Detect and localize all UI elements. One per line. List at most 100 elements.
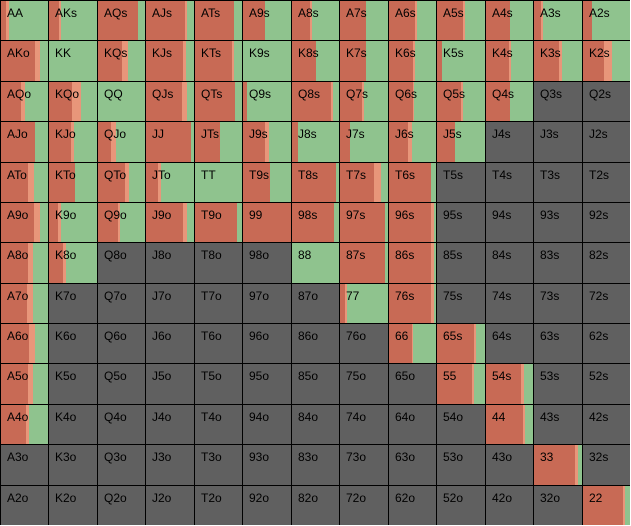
hand-cell[interactable]: A2o (1, 486, 48, 525)
hand-cell[interactable]: J2o (146, 486, 194, 525)
hand-cell[interactable]: 83o (292, 445, 339, 485)
hand-cell[interactable]: 72o (340, 486, 388, 525)
hand-cell[interactable]: A6o (1, 324, 48, 363)
hand-cell[interactable]: 85o (292, 364, 339, 404)
hand-cell[interactable]: T4o (195, 405, 242, 444)
hand-cell[interactable]: 72s (583, 284, 630, 323)
hand-cell[interactable]: 62s (583, 324, 630, 363)
hand-cell[interactable]: J8o (146, 243, 194, 283)
hand-cell[interactable]: KTo (49, 163, 97, 202)
hand-cell[interactable]: A2s (583, 1, 630, 40)
hand-cell[interactable]: 66 (389, 324, 436, 363)
hand-cell[interactable]: T8o (195, 243, 242, 283)
hand-cell[interactable]: 65s (437, 324, 485, 363)
hand-cell[interactable]: K6o (49, 324, 97, 363)
hand-cell[interactable]: A5o (1, 364, 48, 404)
hand-cell[interactable]: 55 (437, 364, 485, 404)
hand-cell[interactable]: J4s (486, 122, 533, 162)
hand-cell[interactable]: 86o (292, 324, 339, 363)
hand-cell[interactable]: Q3s (534, 82, 582, 121)
hand-cell[interactable]: ATo (1, 163, 48, 202)
hand-cell[interactable]: QQ (98, 82, 145, 121)
hand-cell[interactable]: A4s (486, 1, 533, 40)
hand-cell[interactable]: T7o (195, 284, 242, 323)
hand-cell[interactable]: Q7s (340, 82, 388, 121)
hand-cell[interactable]: J9s (243, 122, 291, 162)
hand-cell[interactable]: JJ (146, 122, 194, 162)
hand-cell[interactable]: 74s (486, 284, 533, 323)
hand-cell[interactable]: 33 (534, 445, 582, 485)
hand-cell[interactable]: 63s (534, 324, 582, 363)
hand-cell[interactable]: K6s (389, 41, 436, 81)
hand-cell[interactable]: 54o (437, 405, 485, 444)
hand-cell[interactable]: KJo (49, 122, 97, 162)
hand-cell[interactable]: Q4s (486, 82, 533, 121)
hand-cell[interactable]: 86s (389, 243, 436, 283)
hand-cell[interactable]: 44 (486, 405, 533, 444)
hand-cell[interactable]: JTs (195, 122, 242, 162)
hand-cell[interactable]: AQs (98, 1, 145, 40)
hand-cell[interactable]: 97s (340, 203, 388, 242)
hand-cell[interactable]: A3o (1, 445, 48, 485)
hand-cell[interactable]: 76o (340, 324, 388, 363)
hand-cell[interactable]: TT (195, 163, 242, 202)
hand-cell[interactable]: K5o (49, 364, 97, 404)
hand-cell[interactable]: QTo (98, 163, 145, 202)
hand-cell[interactable]: 73s (534, 284, 582, 323)
hand-cell[interactable]: J3s (534, 122, 582, 162)
hand-cell[interactable]: A9o (1, 203, 48, 242)
hand-cell[interactable]: A8s (292, 1, 339, 40)
hand-cell[interactable]: T7s (340, 163, 388, 202)
hand-cell[interactable]: J6s (389, 122, 436, 162)
hand-cell[interactable]: 95o (243, 364, 291, 404)
hand-cell[interactable]: AJs (146, 1, 194, 40)
hand-cell[interactable]: 32s (583, 445, 630, 485)
hand-cell[interactable]: 53o (437, 445, 485, 485)
hand-cell[interactable]: 52s (583, 364, 630, 404)
hand-cell[interactable]: 96o (243, 324, 291, 363)
hand-cell[interactable]: QJo (98, 122, 145, 162)
hand-cell[interactable]: T5o (195, 364, 242, 404)
hand-cell[interactable]: 75s (437, 284, 485, 323)
hand-cell[interactable]: 62o (389, 486, 436, 525)
hand-cell[interactable]: 76s (389, 284, 436, 323)
hand-cell[interactable]: 87o (292, 284, 339, 323)
hand-cell[interactable]: KTs (195, 41, 242, 81)
hand-cell[interactable]: 64s (486, 324, 533, 363)
hand-cell[interactable]: KJs (146, 41, 194, 81)
hand-cell[interactable]: J5o (146, 364, 194, 404)
hand-cell[interactable]: 94o (243, 405, 291, 444)
hand-cell[interactable]: T9o (195, 203, 242, 242)
hand-cell[interactable]: 95s (437, 203, 485, 242)
hand-cell[interactable]: Q6o (98, 324, 145, 363)
hand-cell[interactable]: AKo (1, 41, 48, 81)
hand-cell[interactable]: QTs (195, 82, 242, 121)
hand-cell[interactable]: Q4o (98, 405, 145, 444)
hand-cell[interactable]: 75o (340, 364, 388, 404)
hand-cell[interactable]: T3o (195, 445, 242, 485)
hand-cell[interactable]: Q5s (437, 82, 485, 121)
hand-cell[interactable]: K5s (437, 41, 485, 81)
hand-cell[interactable]: K2o (49, 486, 97, 525)
hand-cell[interactable]: T2s (583, 163, 630, 202)
hand-cell[interactable]: T6o (195, 324, 242, 363)
hand-cell[interactable]: 64o (389, 405, 436, 444)
hand-cell[interactable]: K9s (243, 41, 291, 81)
hand-cell[interactable]: K9o (49, 203, 97, 242)
hand-cell[interactable]: J7s (340, 122, 388, 162)
hand-cell[interactable]: Q6s (389, 82, 436, 121)
hand-cell[interactable]: AJo (1, 122, 48, 162)
hand-cell[interactable]: KK (49, 41, 97, 81)
hand-cell[interactable]: J6o (146, 324, 194, 363)
hand-cell[interactable]: 84o (292, 405, 339, 444)
hand-cell[interactable]: JTo (146, 163, 194, 202)
hand-cell[interactable]: 65o (389, 364, 436, 404)
hand-cell[interactable]: 42s (583, 405, 630, 444)
hand-cell[interactable]: A9s (243, 1, 291, 40)
hand-cell[interactable]: K3s (534, 41, 582, 81)
hand-cell[interactable]: 63o (389, 445, 436, 485)
hand-cell[interactable]: 77 (340, 284, 388, 323)
hand-cell[interactable]: 82s (583, 243, 630, 283)
hand-cell[interactable]: 74o (340, 405, 388, 444)
hand-cell[interactable]: 84s (486, 243, 533, 283)
